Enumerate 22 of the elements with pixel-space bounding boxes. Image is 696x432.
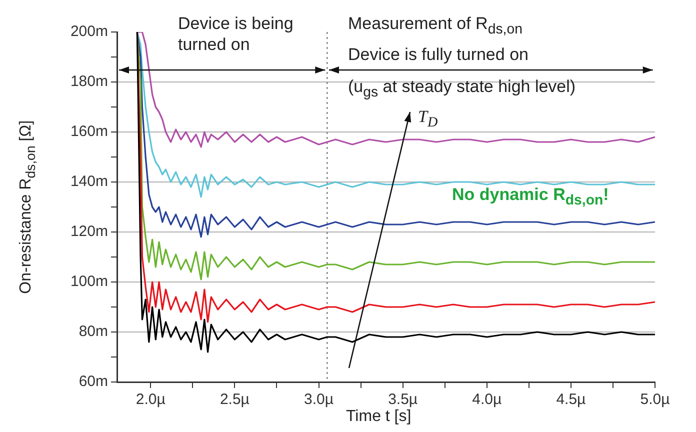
y-tick-label: 180m bbox=[70, 73, 108, 90]
x-tick-label: 2.5µ bbox=[220, 391, 250, 408]
x-axis-title: Time t [s] bbox=[346, 408, 412, 426]
x-tick-label: 2.0µ bbox=[136, 391, 166, 408]
y-tick-label: 60m bbox=[78, 373, 108, 390]
x-tick-label: 4.0µ bbox=[472, 391, 502, 408]
annotation: Device is being turned on bbox=[178, 13, 294, 56]
y-tick-label: 80m bbox=[78, 323, 108, 340]
y-tick-label: 120m bbox=[70, 223, 108, 240]
annotation: No dynamic R$_{ds,on}$! bbox=[452, 184, 609, 210]
y-tick-label: 200m bbox=[70, 23, 108, 40]
x-tick-label: 3.5µ bbox=[388, 391, 418, 408]
annotation: T$_{D}$ bbox=[418, 106, 438, 132]
annotation: Measurement of R$_{ds,on}$ bbox=[348, 13, 522, 40]
y-tick-label: 140m bbox=[70, 173, 108, 190]
annotation: (u$_{gs}$ at steady state high level) bbox=[348, 76, 576, 102]
y-tick-label: 160m bbox=[70, 123, 108, 140]
annotation: Device is fully turned on bbox=[348, 44, 528, 66]
x-tick-label: 4.5µ bbox=[556, 391, 586, 408]
x-tick-label: 5.0µ bbox=[640, 391, 670, 408]
y-tick-label: 100m bbox=[70, 273, 108, 290]
x-tick-label: 3.0µ bbox=[304, 391, 334, 408]
